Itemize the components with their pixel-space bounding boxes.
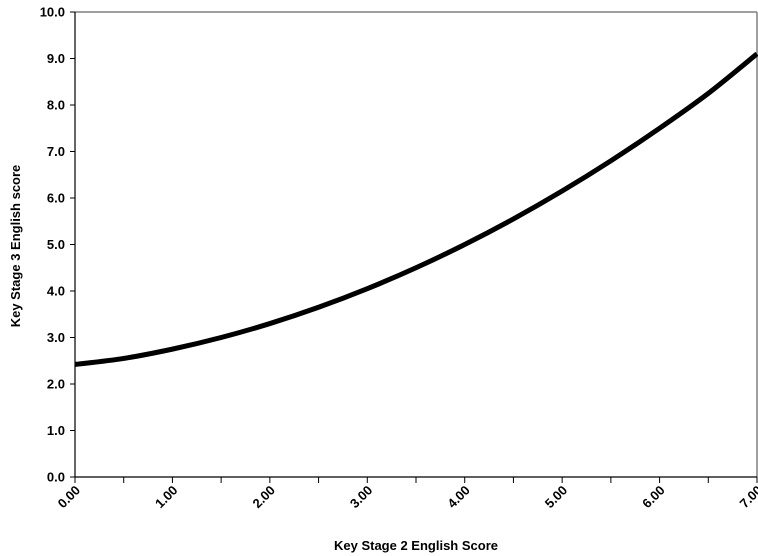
x-tick-label: 3.00 [347, 483, 376, 512]
y-tick-label: 3.0 [47, 330, 65, 345]
x-tick-label: 4.00 [444, 483, 473, 512]
x-tick-label: 5.00 [542, 483, 571, 512]
y-tick-label: 6.0 [47, 191, 65, 206]
y-tick-label: 7.0 [47, 144, 65, 159]
y-tick-label: 0.0 [47, 470, 65, 485]
y-tick-label: 2.0 [47, 377, 65, 392]
x-tick-label: 6.00 [639, 483, 668, 512]
x-tick-label: 1.00 [152, 483, 181, 512]
x-axis-title: Key Stage 2 English Score [334, 538, 498, 553]
y-tick-label: 10.0 [40, 5, 65, 20]
x-tick-label: 7.00 [737, 483, 758, 512]
series-line [74, 51, 758, 367]
y-tick-label: 5.0 [47, 237, 65, 252]
plot-area: 0.0 1.0 2.0 3.0 4.0 5.0 6.0 7.0 8.0 9.0 10.0 0.00 1.… [40, 5, 758, 512]
y-tick-label: 1.0 [47, 423, 65, 438]
y-tick-label: 9.0 [47, 51, 65, 66]
x-tick-label: 2.00 [249, 483, 278, 512]
y-tick-label: 4.0 [47, 284, 65, 299]
y-axis-title: Key Stage 3 English score [8, 165, 23, 328]
x-tick-label: 0.00 [55, 483, 84, 512]
y-tick-label: 8.0 [47, 98, 65, 113]
